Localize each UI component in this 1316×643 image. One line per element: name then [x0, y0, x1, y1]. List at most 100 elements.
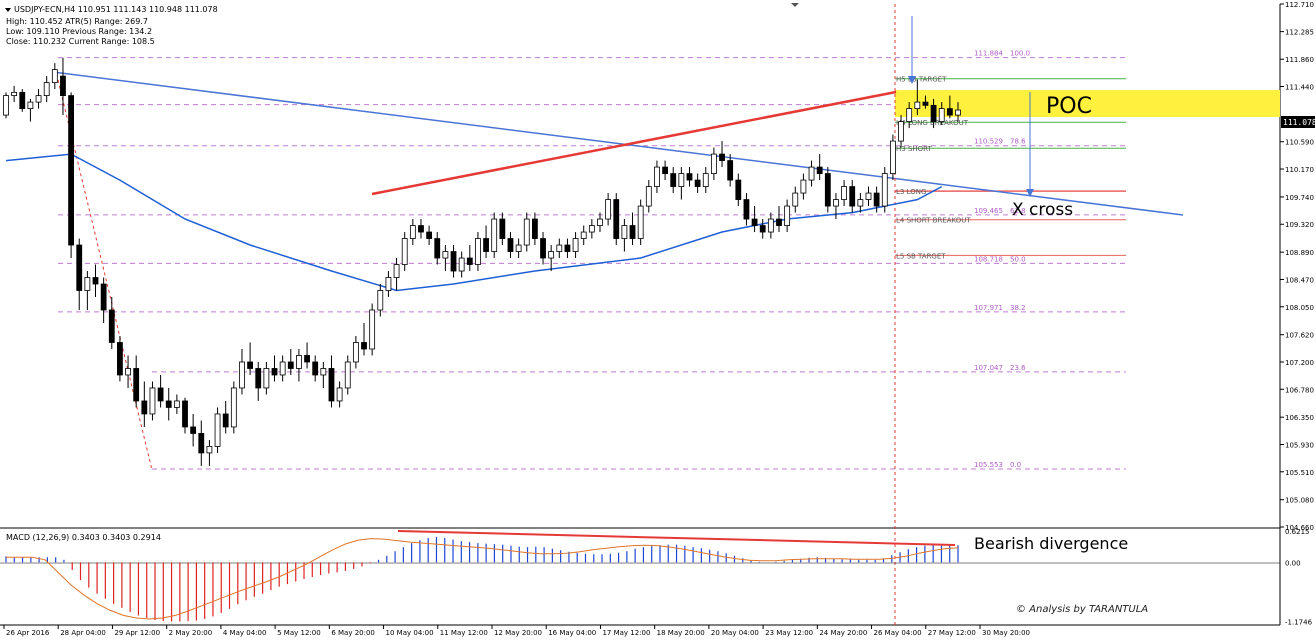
candle-body — [743, 199, 750, 220]
candle-body — [19, 91, 26, 110]
candle-body — [426, 231, 433, 239]
level-label: H3 SHORT — [896, 145, 933, 153]
y-tick-label: 105.510 — [1285, 469, 1314, 477]
candle-body — [776, 218, 782, 226]
candle-body — [320, 368, 327, 376]
x-tick-label: 20 May 04:00 — [711, 629, 759, 637]
y-tick-label: 108.050 — [1285, 304, 1314, 312]
bearish-divergence-label: Bearish divergence — [974, 534, 1128, 553]
candle-body — [767, 218, 774, 233]
fib-pct: 50.0 — [1010, 255, 1026, 263]
candle-body — [588, 225, 595, 233]
macd-histogram — [5, 537, 959, 622]
info-line-1: High: 110.452 ATR(5) Range: 269.7 — [6, 17, 148, 26]
candle-body — [523, 218, 530, 246]
level-label: L4 SHORT BREAKOUT — [896, 217, 971, 225]
divergence-line — [397, 530, 956, 546]
x-tick-label: 27 May 12:00 — [928, 629, 976, 637]
level-label: L3 LONG — [896, 188, 926, 196]
candle-body — [540, 238, 546, 259]
candle-body — [605, 199, 612, 220]
fib-price: 109.465 — [974, 207, 1003, 215]
candle-body — [198, 433, 205, 454]
candle-body — [914, 101, 921, 109]
macd-tick-label: 0.00 — [1285, 559, 1301, 567]
candle-body — [133, 368, 140, 402]
fib-pct: 78.6 — [1010, 138, 1026, 146]
candle-body — [239, 361, 245, 389]
candle-body — [141, 400, 148, 415]
candle-body — [678, 173, 685, 187]
candle-body — [735, 179, 742, 200]
x-tick-label: 11 May 12:00 — [440, 629, 488, 637]
candle-body — [873, 192, 880, 207]
candle-body — [670, 173, 677, 187]
poc-label: POC — [1046, 94, 1092, 119]
candle-body — [702, 173, 709, 187]
candle-body — [719, 153, 725, 161]
y-tick-label: 109.320 — [1285, 221, 1314, 229]
x-tick-label: 6 May 20:00 — [331, 629, 375, 637]
x-tick-label: 12 May 20:00 — [494, 629, 542, 637]
candle-body — [637, 205, 644, 239]
chart-shift-marker-icon[interactable] — [791, 3, 799, 7]
candle-body — [751, 218, 758, 226]
candle-body — [727, 160, 734, 181]
candle-body — [466, 257, 473, 265]
macd-axis: 0.6215 0.00 -1.1746 — [1285, 528, 1313, 627]
candle-body — [792, 192, 799, 207]
fib-price: 107.971 — [974, 304, 1003, 312]
y-tick-label: 108.890 — [1285, 249, 1314, 257]
candle-body — [946, 108, 953, 116]
candle-body — [182, 400, 188, 428]
y-tick-label: 109.740 — [1285, 194, 1314, 202]
candle-body — [393, 264, 400, 278]
candle-body — [84, 277, 91, 291]
y-tick-label: 106.350 — [1285, 414, 1314, 422]
candle-body — [3, 95, 9, 116]
last-price-tag — [1281, 116, 1315, 128]
candle-body — [564, 244, 571, 252]
y-tick-label: 106.780 — [1285, 386, 1314, 394]
candle-body — [409, 225, 416, 239]
candle-body — [328, 368, 335, 402]
x-tick-label: 4 May 04:00 — [223, 629, 267, 637]
x-tick-label: 10 May 04:00 — [386, 629, 434, 637]
fib-price: 111.884 — [974, 50, 1003, 58]
candle-body — [841, 186, 847, 200]
x-tick-label: 30 May 20:00 — [982, 629, 1030, 637]
candle-body — [580, 231, 587, 239]
candle-body — [597, 218, 603, 226]
candle-body — [955, 109, 961, 116]
candle-body — [694, 179, 701, 187]
candle-body — [27, 101, 34, 109]
candle-body — [92, 277, 99, 285]
fib-pct: 61.8 — [1010, 207, 1026, 215]
watermark: © Analysis by TARANTULA — [1016, 604, 1148, 615]
candle-body — [206, 446, 213, 454]
level-label: H4 LONG BREAKOUT — [896, 119, 969, 127]
y-tick-label: 111.440 — [1285, 84, 1314, 92]
candle-body — [149, 387, 156, 415]
symbol-menu-icon[interactable] — [5, 8, 11, 12]
y-tick-label: 111.860 — [1285, 56, 1314, 64]
x-tick-label: 26 Apr 2016 — [6, 629, 50, 637]
candle-body — [833, 199, 839, 207]
candle-body — [930, 104, 937, 122]
candle-body — [458, 257, 465, 272]
candle-body — [808, 166, 815, 181]
macd-title: MACD (12,26,9) 0.3403 0.3403 0.2914 — [6, 533, 161, 542]
candle-body — [230, 387, 237, 428]
macd-tick-label: 0.6215 — [1285, 528, 1310, 536]
candle-body — [271, 368, 278, 376]
candle-body — [385, 277, 392, 291]
descending-trendline — [52, 71, 1184, 216]
candle-body — [556, 244, 563, 252]
candle-body — [515, 244, 522, 252]
candle-body — [125, 368, 131, 376]
candle-body — [865, 192, 872, 200]
candle-body — [352, 342, 359, 363]
candle-body — [369, 309, 376, 350]
candle-body — [344, 361, 351, 389]
x-tick-label: 5 May 12:00 — [277, 629, 321, 637]
